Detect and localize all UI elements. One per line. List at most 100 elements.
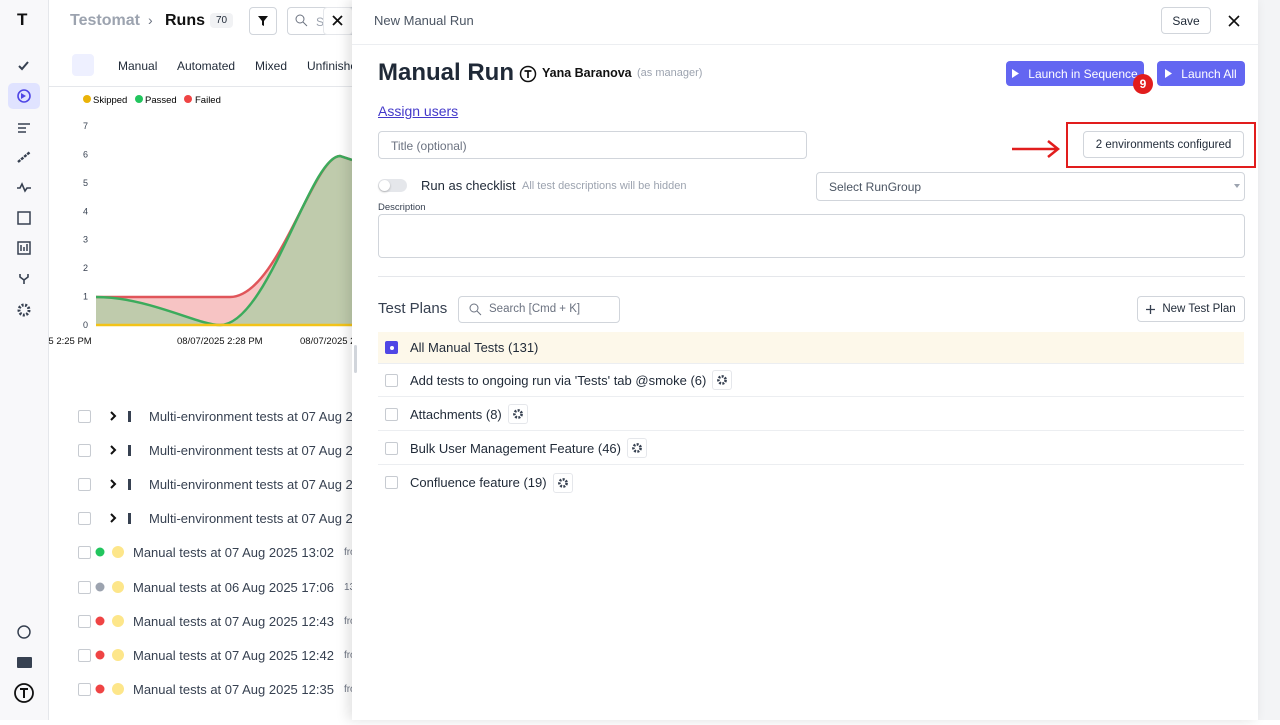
gear-icon xyxy=(512,409,523,419)
user-avatar xyxy=(519,65,537,83)
run-title: Manual tests at 07 Aug 2025 13:02 xyxy=(133,544,334,560)
nav-account[interactable] xyxy=(14,683,34,703)
plan-checkbox[interactable] xyxy=(385,476,398,489)
nav-branches[interactable] xyxy=(19,274,29,284)
environments-button[interactable]: 2 environments configured xyxy=(1083,131,1244,158)
close-icon xyxy=(332,15,343,26)
checklist-hint: All test descriptions will be hidden xyxy=(522,180,687,192)
nav-settings[interactable] xyxy=(17,303,31,317)
nav-help[interactable] xyxy=(17,625,31,639)
toggle-knob xyxy=(379,180,390,191)
checkbox[interactable] xyxy=(78,409,91,423)
plan-checkbox[interactable] xyxy=(385,407,398,421)
run-row[interactable]: Manual tests at 07 Aug 2025 12:42fron xyxy=(78,645,361,665)
tab[interactable]: Automated xyxy=(177,59,236,73)
section-divider xyxy=(378,276,1245,277)
folder-icons xyxy=(110,479,131,490)
test-plans-title: Test Plans xyxy=(378,300,448,317)
checkbox[interactable] xyxy=(78,682,91,696)
plans-search-placeholder: Search [Cmd + K] xyxy=(489,303,581,315)
plan-checkbox[interactable] xyxy=(385,441,398,455)
plan-settings[interactable] xyxy=(507,404,528,424)
plans-search[interactable]: Search [Cmd + K] xyxy=(458,296,620,323)
assign-users[interactable]: Assign users xyxy=(378,103,459,119)
launch-sequence-label: Launch in Sequence xyxy=(1028,66,1138,81)
close-search[interactable] xyxy=(323,7,353,35)
nav-import[interactable] xyxy=(17,211,31,225)
nav-steps[interactable] xyxy=(17,151,31,163)
resize-handle[interactable] xyxy=(354,345,357,373)
plan-row[interactable]: All Manual Tests (131) xyxy=(378,332,1244,364)
tab[interactable]: Mixed xyxy=(255,59,288,73)
y-tick-label: 5 xyxy=(83,178,88,188)
launch-all[interactable]: Launch All xyxy=(1157,61,1245,86)
y-tick-label: 4 xyxy=(83,206,88,216)
checklist-label: Run as checklist xyxy=(421,178,516,193)
y-tick-label: 3 xyxy=(83,235,88,245)
plan-name: Bulk User Management Feature (46) xyxy=(410,440,621,456)
plan-name: All Manual Tests (131) xyxy=(410,340,539,355)
new-plan-button[interactable]: New Test Plan xyxy=(1137,296,1245,322)
nav-plans[interactable] xyxy=(18,123,30,133)
passed-line xyxy=(95,154,352,327)
plan-row[interactable]: Bulk User Management Feature (46) xyxy=(378,432,1244,465)
plan-radio[interactable] xyxy=(385,341,398,354)
checkbox[interactable] xyxy=(78,614,91,628)
folder-title: Multi-environment tests at 07 Aug 202 xyxy=(149,442,368,458)
launch-all-label: Launch All xyxy=(1181,66,1237,81)
title-input[interactable]: Title (optional) xyxy=(378,131,807,159)
plan-row[interactable]: Add tests to ongoing run via 'Tests' tab… xyxy=(378,364,1244,397)
launch-sequence[interactable]: Launch in Sequence xyxy=(1006,61,1144,86)
plan-row[interactable]: Confluence feature (19) xyxy=(378,466,1244,499)
checkbox[interactable] xyxy=(78,545,91,559)
plus-icon xyxy=(1146,304,1156,314)
x-tick-label: 08/07/2025 2 xyxy=(300,336,352,347)
folder-row[interactable]: Multi-environment tests at 07 Aug 202 xyxy=(78,508,367,528)
legend-dot xyxy=(184,95,192,103)
run-title: Manual tests at 07 Aug 2025 12:43 xyxy=(133,613,334,629)
folder-icons xyxy=(110,445,131,456)
checkbox[interactable] xyxy=(78,443,91,457)
plan-settings[interactable] xyxy=(712,370,733,390)
run-title: Manual tests at 07 Aug 2025 12:42 xyxy=(133,647,334,663)
checkbox[interactable] xyxy=(78,648,91,662)
folder-row[interactable]: Multi-environment tests at 07 Aug 202 xyxy=(78,440,367,460)
nav-analytics[interactable] xyxy=(17,241,31,255)
save-button[interactable]: Save xyxy=(1161,7,1211,34)
nav-runs[interactable] xyxy=(17,89,31,103)
plan-name: Confluence feature (19) xyxy=(410,475,547,490)
user-role: (as manager) xyxy=(637,67,703,79)
nav-projects[interactable] xyxy=(17,657,32,668)
nav-tests[interactable] xyxy=(18,61,29,71)
checkbox[interactable] xyxy=(78,477,91,491)
tab-icon[interactable] xyxy=(72,54,94,76)
nav-pulse[interactable] xyxy=(17,182,31,193)
x-tick-label: /7/2025 2:25 PM xyxy=(48,336,92,347)
sidebar-icons: T xyxy=(8,10,40,703)
checkbox[interactable] xyxy=(78,511,91,525)
run-row[interactable]: Manual tests at 07 Aug 2025 12:35fron xyxy=(78,679,361,699)
close-panel[interactable] xyxy=(1226,13,1242,29)
run-row[interactable]: Manual tests at 06 Aug 2025 17:06 13 xyxy=(78,577,355,597)
run-row[interactable]: Manual tests at 07 Aug 2025 12:43fron xyxy=(78,611,361,631)
tab[interactable]: Unfinishe xyxy=(307,59,358,73)
plan-row[interactable]: Attachments (8) xyxy=(378,398,1244,431)
gear-icon xyxy=(632,443,642,453)
folder-row[interactable]: Multi-environment tests at 07 Aug 202 xyxy=(78,406,367,426)
rungroup-select[interactable]: Select RunGroup xyxy=(816,172,1245,201)
plan-settings[interactable] xyxy=(626,438,647,458)
checkbox[interactable] xyxy=(78,580,91,594)
filter-button[interactable] xyxy=(249,7,277,35)
plan-checkbox[interactable] xyxy=(385,373,398,387)
radio-dot xyxy=(389,345,394,350)
annotation-box xyxy=(1066,122,1256,168)
run-row[interactable]: Manual tests at 07 Aug 2025 13:02fron xyxy=(78,542,361,562)
folder-row[interactable]: Multi-environment tests at 07 Aug 202 xyxy=(78,474,367,494)
description-input[interactable] xyxy=(378,214,1245,258)
legend-dot xyxy=(83,95,91,103)
run-meta: 13 xyxy=(343,581,356,593)
plan-settings[interactable] xyxy=(552,472,573,493)
tab[interactable]: Manual xyxy=(118,59,158,73)
project-name[interactable]: Testomat xyxy=(70,12,140,29)
